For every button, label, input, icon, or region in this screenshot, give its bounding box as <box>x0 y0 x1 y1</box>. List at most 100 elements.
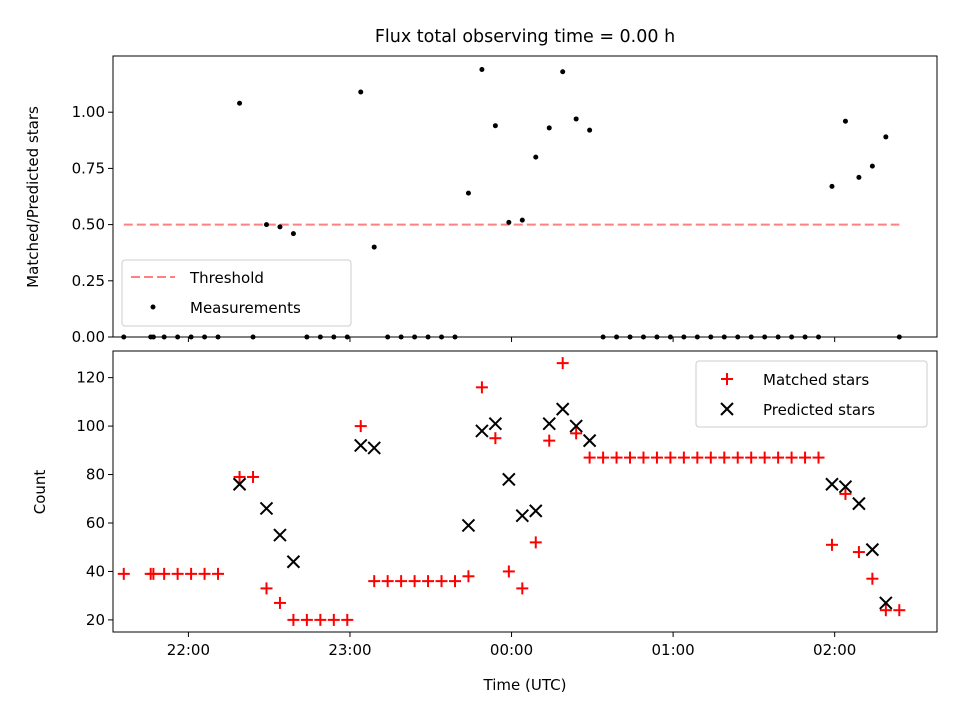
top-ytick-label: 0.50 <box>72 216 105 234</box>
predicted-star-point <box>286 555 301 569</box>
measurement-point <box>573 116 579 122</box>
top-y-axis-ticks: 0.00 0.25 0.50 0.75 1.00 <box>72 103 113 346</box>
predicted-star-point <box>865 542 880 557</box>
matched-star-point <box>570 427 583 440</box>
matched-star-point <box>354 420 367 433</box>
legend-matched-label: Matched stars <box>763 371 869 389</box>
matched-star-point <box>543 434 556 447</box>
matched-star-point <box>718 451 731 464</box>
matched-star-point <box>247 470 260 483</box>
bottom-xtick-label: 23:00 <box>328 641 371 659</box>
x-axis-label: Time (UTC) <box>483 676 567 694</box>
matched-star-point <box>158 567 171 580</box>
bottom-legend: Matched stars Predicted stars <box>695 360 928 428</box>
legend-measurements-label: Measurements <box>190 299 301 317</box>
bottom-axes-frame <box>112 350 938 633</box>
matched-star-point <box>435 575 448 588</box>
matched-star-point <box>260 582 273 595</box>
legend-predicted-swatch <box>720 402 734 416</box>
matched-star-point <box>772 451 785 464</box>
bottom-y-axis-ticks: 20 40 60 80 100 120 <box>76 369 113 629</box>
predicted-stars-points <box>232 402 893 610</box>
predicted-star-point <box>488 416 503 431</box>
matched-star-point <box>368 575 381 588</box>
matched-star-point <box>852 546 865 559</box>
predicted-star-point <box>232 477 247 491</box>
bottom-xtick-label: 01:00 <box>651 641 694 659</box>
predicted-star-point <box>529 504 543 518</box>
predicted-star-point <box>852 496 866 511</box>
bottom-xtick-label: 00:00 <box>490 641 533 659</box>
legend-matched-swatch <box>721 373 733 385</box>
predicted-star-point <box>502 472 516 487</box>
measurement-point <box>492 123 498 129</box>
top-axes-frame <box>112 55 938 338</box>
matched-star-point <box>516 582 529 595</box>
measurement-point <box>263 222 269 228</box>
measurement-point <box>533 154 539 160</box>
matched-star-point <box>475 381 488 394</box>
bottom-ytick-label: 100 <box>76 417 105 435</box>
predicted-star-point <box>542 416 556 431</box>
predicted-star-point <box>569 419 583 433</box>
matched-star-point <box>624 451 637 464</box>
matched-star-point <box>381 575 394 588</box>
matched-star-point <box>879 604 892 617</box>
predicted-star-point <box>582 433 597 448</box>
top-ytick-label: 1.00 <box>72 103 105 121</box>
matched-star-point <box>462 570 475 583</box>
bottom-xtick-label: 22:00 <box>167 641 210 659</box>
matched-star-point <box>198 567 211 580</box>
bottom-legend-box <box>695 360 928 428</box>
measurement-point <box>465 190 471 196</box>
matched-star-point <box>745 451 758 464</box>
matched-star-point <box>529 536 542 549</box>
measurement-point <box>883 134 889 140</box>
matched-star-point <box>650 451 663 464</box>
matched-star-point <box>395 575 408 588</box>
measurement-point <box>290 231 296 237</box>
bottom-ytick-label: 40 <box>86 562 105 580</box>
predicted-star-point <box>461 518 476 533</box>
predicted-star-point <box>555 402 570 416</box>
top-ytick-label: 0.25 <box>72 272 105 290</box>
measurement-point <box>869 163 875 169</box>
matched-star-point <box>597 451 610 464</box>
measurement-point <box>519 217 525 223</box>
top-ytick-label: 0.00 <box>72 328 105 346</box>
matched-star-point <box>287 613 300 626</box>
measurement-point <box>856 174 862 180</box>
matched-star-point <box>758 451 771 464</box>
matched-star-point <box>171 567 184 580</box>
matched-star-point <box>812 451 825 464</box>
matched-star-point <box>212 567 225 580</box>
matched-star-point <box>273 596 286 609</box>
matched-star-point <box>314 613 327 626</box>
matched-stars-points <box>117 357 906 626</box>
predicted-star-point <box>354 438 368 453</box>
predicted-star-point <box>515 509 530 523</box>
measurement-point <box>371 244 377 250</box>
legend-measurements-swatch <box>150 304 156 310</box>
measurement-point <box>479 66 485 72</box>
matched-star-point <box>893 604 906 617</box>
matched-star-point <box>637 451 650 464</box>
matched-star-point <box>583 451 596 464</box>
matched-star-point <box>799 451 812 464</box>
matched-star-point <box>691 451 704 464</box>
bottom-ytick-label: 60 <box>86 514 105 532</box>
matched-star-point <box>327 613 340 626</box>
predicted-star-point <box>825 477 839 491</box>
matched-star-point <box>664 451 677 464</box>
matched-star-point <box>341 613 354 626</box>
measurement-point <box>842 118 848 124</box>
bottom-xtick-label: 02:00 <box>813 641 856 659</box>
matched-star-point <box>408 575 421 588</box>
top-ytick-label: 0.75 <box>72 159 105 177</box>
bottom-ytick-label: 120 <box>76 369 105 387</box>
measurement-point <box>587 127 593 133</box>
matched-star-point <box>825 538 838 551</box>
chart-title: Flux total observing time = 0.00 h <box>375 27 675 47</box>
bottom-y-axis-label: Count <box>31 470 49 515</box>
matched-star-point <box>704 451 717 464</box>
